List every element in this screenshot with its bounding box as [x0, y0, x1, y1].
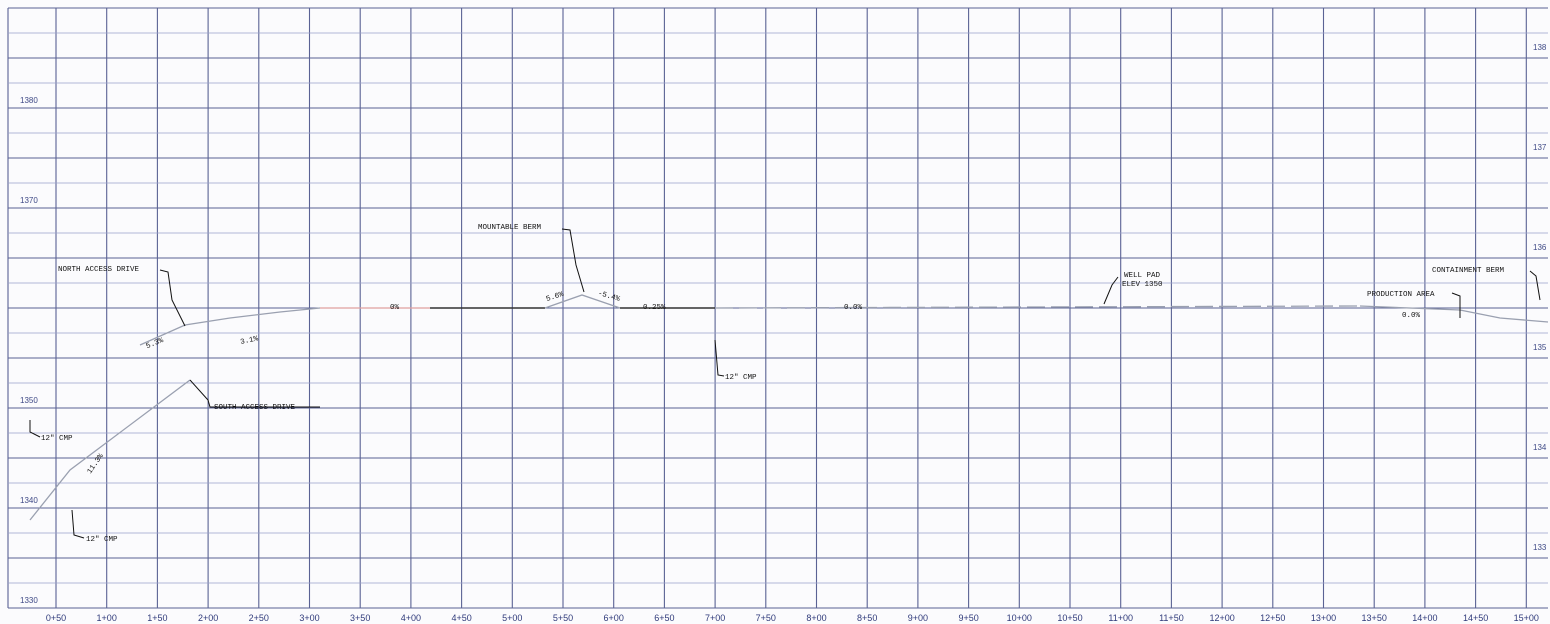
grade-label-0-25: 0.25%: [643, 304, 666, 312]
cmp-label-1: 12" CMP: [41, 435, 73, 443]
cmp-leader-1: [29, 420, 41, 438]
axis-labels: 0+50 1+00 1+50 2+00 2+50 3+00 3+50 4+00 4+50 5+00…: [20, 43, 1547, 623]
station-label: 13+50: [1362, 613, 1387, 623]
station-label: 4+00: [401, 613, 421, 623]
station-label: 6+50: [654, 613, 674, 623]
station-label: 15+00: [1514, 613, 1539, 623]
grade-label-0: 0%: [390, 304, 400, 312]
grade-label-3-1: 3.1%: [240, 335, 260, 347]
station-label: 8+50: [857, 613, 877, 623]
north-access-profile: [139, 307, 321, 346]
south-access-leader: [189, 379, 320, 408]
station-label: 4+50: [451, 613, 471, 623]
station-label: 3+00: [299, 613, 319, 623]
annotation-labels: NORTH ACCESS DRIVE SOUTH ACCESS DRIVE MO…: [41, 224, 1505, 544]
station-label: 7+50: [756, 613, 776, 623]
station-label: 12+50: [1260, 613, 1285, 623]
well-pad-grade: [714, 305, 1361, 309]
station-label: 11+50: [1159, 613, 1184, 623]
production-area-grade: [1359, 305, 1549, 323]
elevation-label-left: 1330: [20, 596, 38, 605]
well-pad-elev-label: ELEV 1350: [1122, 281, 1163, 289]
station-label: 13+00: [1311, 613, 1336, 623]
south-access-drive-label: SOUTH ACCESS DRIVE: [214, 404, 296, 412]
cmp-leader-2: [714, 339, 725, 377]
grade-profile-lines: [29, 294, 1549, 521]
elevation-label-right: 133: [1533, 543, 1547, 552]
elevation-label-right: 135: [1533, 343, 1547, 352]
elevation-label-right: 136: [1533, 243, 1547, 252]
station-label: 9+50: [958, 613, 978, 623]
station-label: 12+00: [1209, 613, 1234, 623]
station-label: 1+50: [147, 613, 167, 623]
elevation-label-left: 1350: [20, 396, 38, 405]
north-access-leader: [159, 269, 186, 327]
annotation-leaders: [29, 228, 1541, 539]
south-access-profile: [29, 379, 191, 521]
grade-label-0-0-a: 0.0%: [844, 304, 863, 312]
production-area-leader: [1451, 292, 1461, 318]
station-label: 5+50: [553, 613, 573, 623]
station-label: 7+00: [705, 613, 725, 623]
elevation-label-left: 1380: [20, 96, 38, 105]
containment-berm-label: CONTAINMENT BERM: [1432, 267, 1505, 275]
station-label: 0+50: [46, 613, 66, 623]
station-label: 8+00: [806, 613, 826, 623]
cmp-label-3: 12" CMP: [86, 536, 118, 544]
elevation-label-left: 1340: [20, 496, 38, 505]
station-label: 1+00: [97, 613, 117, 623]
station-label: 6+00: [604, 613, 624, 623]
grade-label-0-0-b: 0.0%: [1402, 312, 1421, 320]
station-label: 10+00: [1007, 613, 1032, 623]
station-label: 9+00: [908, 613, 928, 623]
mountable-berm-profile: [544, 294, 621, 309]
well-pad-label: WELL PAD: [1124, 272, 1161, 280]
station-label: 2+50: [249, 613, 269, 623]
station-label: 14+50: [1463, 613, 1488, 623]
production-area-label: PRODUCTION AREA: [1367, 291, 1435, 299]
station-label: 14+00: [1412, 613, 1437, 623]
elevation-label-left: 1370: [20, 196, 38, 205]
containment-berm-leader: [1529, 270, 1541, 301]
cmp-label-2: 12" CMP: [725, 374, 757, 382]
station-label: 5+00: [502, 613, 522, 623]
grade-label-5-3: 5.3%: [145, 337, 165, 351]
north-access-drive-label: NORTH ACCESS DRIVE: [58, 266, 140, 274]
cmp-leader-3: [71, 509, 85, 539]
station-label: 2+00: [198, 613, 218, 623]
elevation-label-right: 137: [1533, 143, 1547, 152]
well-pad-leader: [1103, 276, 1119, 305]
station-label: 11+00: [1108, 613, 1133, 623]
station-label: 3+50: [350, 613, 370, 623]
berm-leader: [561, 228, 585, 293]
elevation-label-right: 134: [1533, 443, 1547, 452]
station-label: 10+50: [1057, 613, 1082, 623]
elevation-label-right: 138: [1533, 43, 1547, 52]
mountable-berm-label: MOUNTABLE BERM: [478, 224, 542, 232]
